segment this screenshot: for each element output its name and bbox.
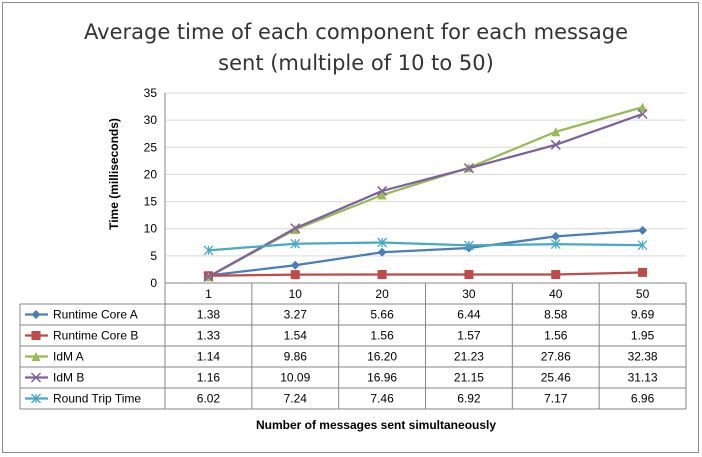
data-point (551, 270, 561, 280)
data-label: 1.56 (370, 329, 394, 343)
data-point (377, 237, 388, 248)
data-point (203, 271, 214, 282)
x-tick-label: 20 (375, 287, 389, 301)
data-point (290, 270, 300, 280)
data-point (638, 267, 648, 277)
data-label: 7.17 (544, 392, 568, 406)
y-tick-labels: 0 5 10 15 20 25 30 35 (144, 86, 158, 290)
data-label: 5.66 (370, 308, 394, 322)
x-tick-label: 40 (549, 287, 563, 301)
y-tick-label: 35 (144, 86, 158, 100)
data-label: 3.27 (284, 308, 308, 322)
y-tick-label: 25 (144, 140, 158, 154)
data-label: 6.02 (197, 392, 221, 406)
legend-entry: Runtime Core B (53, 329, 138, 343)
x-tick-label: 30 (462, 287, 476, 301)
data-label: 6.96 (631, 392, 655, 406)
data-label: 21.23 (454, 350, 484, 364)
data-label: 1.16 (197, 371, 221, 385)
y-tick-label: 30 (144, 113, 158, 127)
data-label: 27.86 (541, 350, 571, 364)
y-tick-label: 20 (144, 167, 158, 181)
data-point (637, 240, 648, 251)
x-tick-label: 10 (289, 287, 303, 301)
data-point (377, 247, 387, 257)
chart-title-line-2: sent (multiple of 10 to 50) (218, 51, 494, 75)
data-label: 1.95 (631, 329, 655, 343)
data-label: 1.38 (197, 308, 221, 322)
series-line (208, 271, 643, 277)
series-line (208, 241, 643, 252)
data-point (464, 269, 474, 279)
y-tick-label: 5 (150, 249, 157, 263)
legend-entry: IdM B (53, 371, 84, 385)
data-point (377, 270, 387, 280)
x-axis-title: Number of messages sent simultaneously (256, 418, 496, 432)
gridlines (164, 92, 686, 284)
data-point (31, 331, 41, 340)
data-point (463, 163, 474, 174)
data-label: 1.57 (457, 329, 481, 343)
data-point (638, 225, 648, 235)
data-point (638, 102, 648, 112)
series-markers (203, 102, 648, 282)
data-point (31, 352, 41, 361)
y-tick-label: 0 (150, 276, 157, 290)
data-label: 7.24 (284, 392, 308, 406)
y-tick-label: 10 (144, 222, 158, 236)
data-label: 31.13 (628, 371, 658, 385)
data-label: 1.54 (284, 329, 308, 343)
data-point (463, 240, 474, 251)
data-point (31, 393, 41, 404)
data-point (550, 239, 561, 250)
series-lines (207, 106, 643, 278)
legend-entry: Round Trip Time (53, 392, 141, 406)
data-label: 16.20 (367, 350, 397, 364)
x-tick-label: 1 (205, 287, 212, 301)
x-tick-label: 50 (636, 287, 650, 301)
data-label: 6.92 (457, 392, 481, 406)
data-table: 1 10 20 30 40 50 Runtime Core A 1.38 3.27 5.66 6.4… (19, 283, 687, 410)
legend-entry: Runtime Core A (53, 308, 138, 322)
data-label: 1.56 (544, 329, 568, 343)
data-label: 32.38 (628, 350, 658, 364)
data-label: 16.96 (367, 371, 397, 385)
data-point (550, 139, 561, 150)
chart-title-line-1: Average time of each component for each … (84, 20, 628, 44)
data-point (290, 224, 300, 234)
y-axis-title: Time (milliseconds) (107, 118, 121, 230)
data-point (637, 108, 648, 120)
data-point (290, 238, 301, 249)
data-point (203, 245, 214, 256)
data-label: 25.46 (541, 371, 571, 385)
data-label: 6.44 (457, 308, 481, 322)
data-label: 8.58 (544, 308, 568, 322)
legend-entry: IdM A (53, 350, 84, 364)
data-point (377, 190, 387, 200)
data-label: 10.09 (280, 371, 310, 385)
data-label: 9.86 (284, 350, 308, 364)
chart-frame (2, 2, 699, 453)
data-label: 1.14 (197, 350, 221, 364)
data-point (290, 223, 301, 234)
data-point (551, 127, 561, 137)
data-point (30, 372, 42, 383)
y-tick-label: 15 (144, 195, 158, 209)
data-label: 21.15 (454, 371, 484, 385)
series-line (207, 112, 643, 278)
data-point (551, 231, 561, 241)
data-point (290, 260, 300, 270)
series-line (207, 106, 643, 278)
data-point (31, 310, 41, 319)
data-label: 7.46 (370, 392, 394, 406)
data-point (377, 185, 388, 196)
data-label: 9.69 (631, 308, 655, 322)
data-label: 1.33 (197, 329, 221, 343)
series-line (208, 229, 643, 277)
